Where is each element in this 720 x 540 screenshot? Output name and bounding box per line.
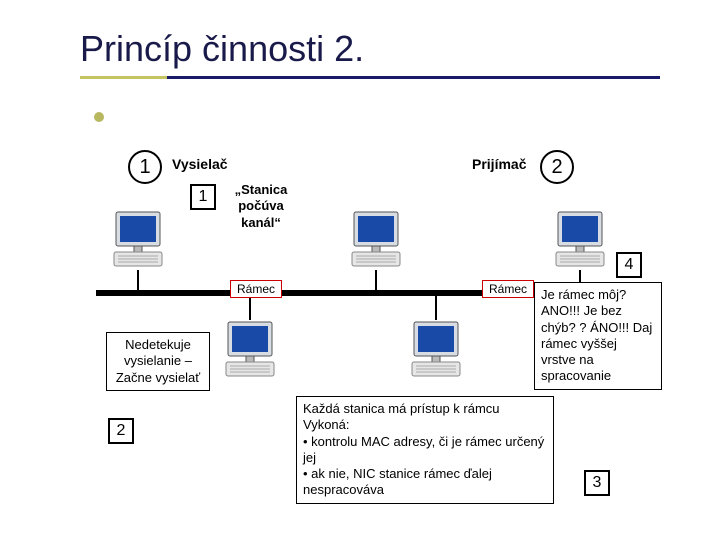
computer-icon [222,320,278,380]
drop-cable [435,296,437,320]
diagram-stage: 1 Vysielač Prijímač 2 1 „Stanica počúva … [0,0,720,540]
frame-box-right: Rámec [482,280,534,298]
step3-square: 3 [584,470,610,496]
step3-text: Každá stanica má prístup k rámcu Vykoná:… [296,396,554,504]
computer-icon [408,320,464,380]
receiver-label: Prijímač [472,156,526,172]
step2-square: 2 [108,418,134,444]
frame-box-left: Rámec [230,280,282,298]
step1-text: „Stanica počúva kanál“ [218,178,304,235]
step4-text: Je rámec môj? ANO!!! Je bez chýb? ? ÁNO!… [534,282,662,390]
sender-circle: 1 [128,150,162,184]
step4-square: 4 [616,252,642,278]
computer-icon [110,210,166,270]
drop-cable [375,270,377,290]
receiver-circle: 2 [540,150,574,184]
computer-icon [552,210,608,270]
step2-text: Nedetekuje vysielanie – Začne vysielať [106,332,210,391]
drop-cable [137,270,139,290]
computer-icon [348,210,404,270]
drop-cable [249,296,251,320]
step1-square: 1 [190,184,216,210]
sender-label: Vysielač [172,156,228,172]
